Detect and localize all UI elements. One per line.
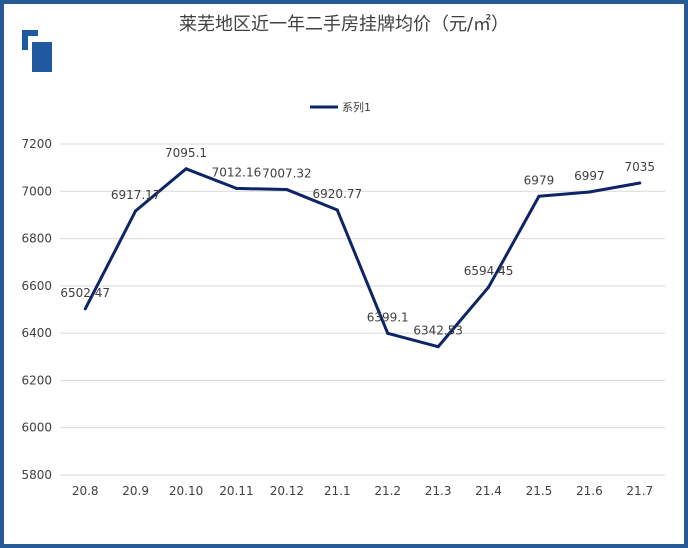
y-tick-label: 6200 [21,373,52,387]
series-line [83,167,641,349]
data-label: 7007.32 [262,167,312,181]
data-point [436,345,440,349]
data-label: 6917.17 [111,188,161,202]
x-tick-label: 21.6 [576,484,603,498]
data-label: 6920.77 [312,187,362,201]
data-point [184,167,188,171]
gridlines [60,143,665,476]
y-tick-label: 6400 [21,326,52,340]
data-point [335,208,339,212]
data-point [386,331,390,335]
y-tick-label: 6800 [21,232,52,246]
data-point [285,188,289,192]
data-point [487,285,491,289]
data-label: 6502.47 [60,286,110,300]
legend-label: 系列1 [342,100,371,114]
series-group [83,167,642,349]
data-point [234,186,238,190]
data-point [83,307,87,311]
x-tick-label: 20.9 [122,484,149,498]
x-tick-label: 21.4 [475,484,502,498]
data-label: 7095.1 [165,146,207,160]
x-tick-label: 21.5 [526,484,553,498]
x-axis: 20.8 20.9 20.10 20.11 20.12 21.1 21.2 21.3 21.4 2… [72,484,653,498]
x-tick-label: 21.7 [626,484,653,498]
data-label: 7035 [625,160,656,174]
data-point [587,190,591,194]
x-tick-label: 20.12 [270,484,304,498]
data-label: 6979 [524,173,555,187]
chart-title: 莱芜地区近一年二手房挂牌均价（元/㎡） [178,14,510,35]
y-tick-label: 6000 [21,421,52,435]
data-label: 6997 [574,169,605,183]
data-point [537,194,541,198]
y-tick-label: 7200 [21,137,52,151]
x-tick-label: 21.2 [374,484,401,498]
y-axis: 5800 6000 6200 6400 6600 6800 7000 7200 [21,137,52,482]
data-point [134,209,138,213]
y-tick-label: 5800 [21,468,52,482]
data-label: 6399.1 [367,310,409,324]
x-tick-label: 20.8 [72,484,99,498]
x-tick-label: 21.3 [425,484,452,498]
legend: 系列1 [310,100,371,114]
x-tick-label: 20.10 [169,484,203,498]
y-tick-label: 6600 [21,279,52,293]
brand-logo-icon [22,30,52,72]
x-tick-label: 20.11 [219,484,253,498]
data-label: 6342.53 [413,324,463,338]
data-label: 6594.45 [464,264,514,278]
data-point [638,181,642,185]
data-label: 7012.16 [212,165,262,179]
data-labels: 6502.47 6917.17 7095.1 7012.16 7007.326920.7… [60,146,655,338]
y-tick-label: 7000 [21,184,52,198]
x-tick-label: 21.1 [324,484,351,498]
